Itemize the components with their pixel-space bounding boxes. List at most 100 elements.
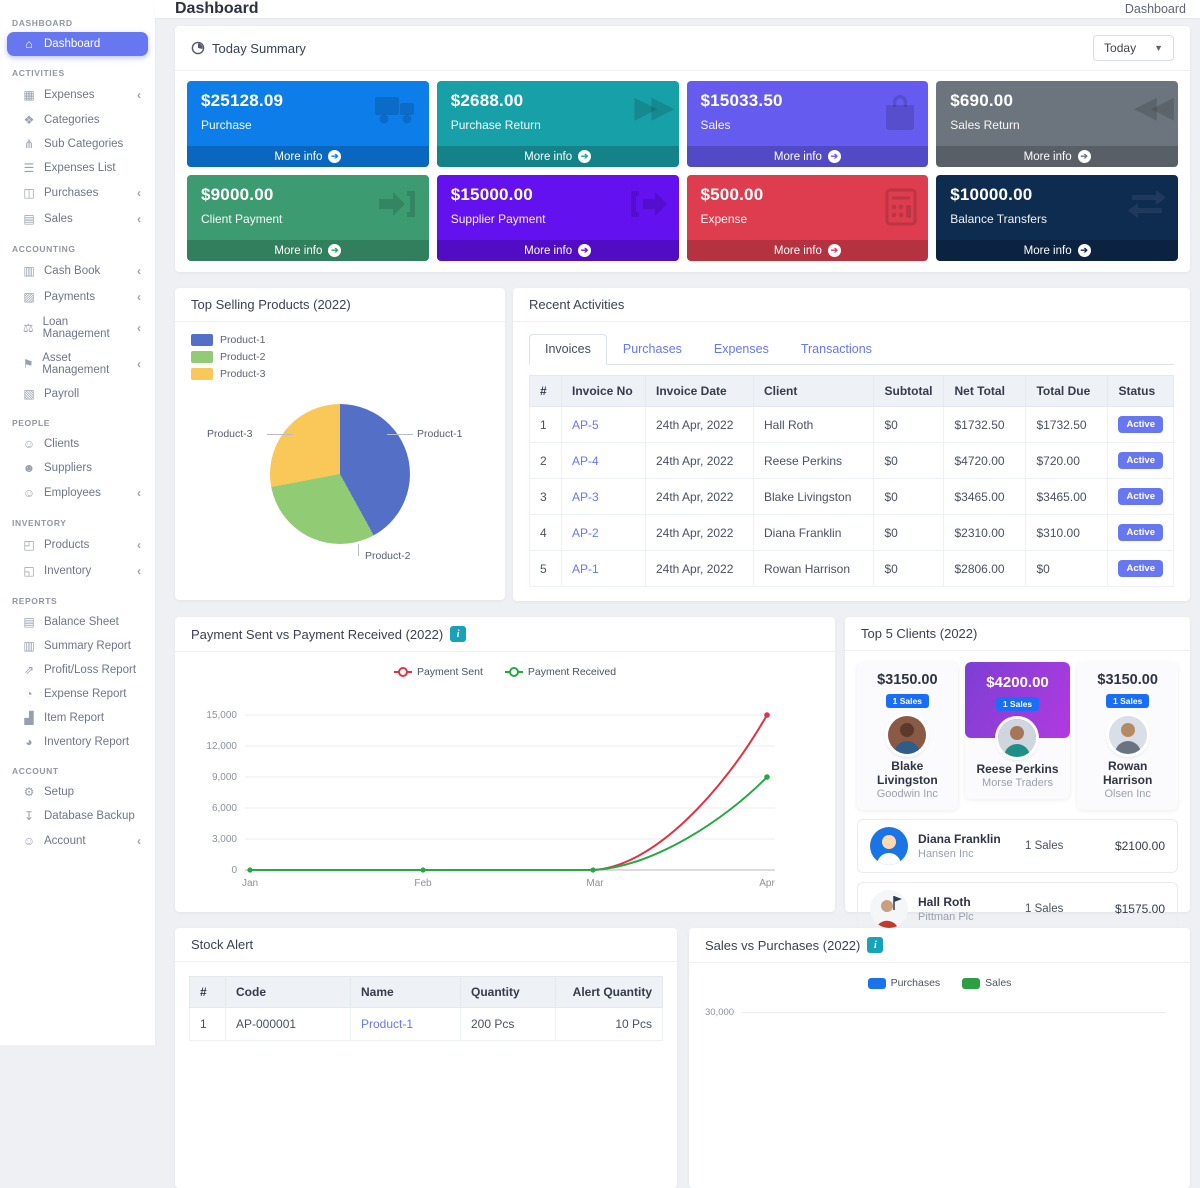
sidebar-section-dashboard: DASHBOARD	[0, 12, 155, 32]
invoice-link[interactable]: AP-1	[572, 562, 599, 576]
sidebar-item-balance-sheet[interactable]: ▤ Balance Sheet	[0, 610, 155, 634]
sign-in-icon	[377, 187, 419, 221]
expenses-icon: ▦	[22, 89, 36, 101]
sidebar-item-item-report[interactable]: ▟ Item Report	[0, 706, 155, 730]
sales-purchases-title: Sales vs Purchases (2022)	[705, 938, 860, 953]
tile-client-payment: $9000.00 Client Payment More info ➔	[187, 175, 429, 261]
info-icon[interactable]: i	[867, 937, 883, 953]
chevron-left-icon: ‹	[137, 538, 141, 552]
sales-icon: ▤	[22, 213, 36, 225]
more-info-link[interactable]: More info ➔	[437, 240, 679, 261]
products-icon: ◰	[22, 539, 36, 551]
status-badge: Active	[1118, 524, 1163, 541]
sidebar: DASHBOARD ⌂ Dashboard ACTIVITIES ▦ Expen…	[0, 0, 155, 1045]
status-badge: Active	[1118, 416, 1163, 433]
tab-invoices[interactable]: Invoices	[529, 334, 607, 365]
sidebar-item-sub-categories[interactable]: ⋔ Sub Categories	[0, 132, 155, 156]
tab-purchases[interactable]: Purchases	[607, 334, 698, 364]
legend-item-payment-sent[interactable]: Payment Sent	[394, 666, 483, 678]
legend-swatch	[191, 334, 213, 346]
invoice-link[interactable]: AP-2	[572, 526, 599, 540]
legend-item-product-2[interactable]: Product-2	[191, 351, 266, 363]
period-select[interactable]: Today ▼	[1093, 35, 1174, 61]
client-card-reese: $4200.00 1 Sales Reese Perkins Morse Tra…	[965, 662, 1071, 799]
table-row: 5 AP-1 24th Apr, 2022 Rowan Harrison $0 …	[530, 551, 1174, 587]
stock-alert-card: Stock Alert # Code Name Quantity Alert Q…	[175, 928, 677, 1188]
more-info-link[interactable]: More info ➔	[687, 240, 929, 261]
sidebar-item-loan-management[interactable]: ⚖ Loan Management ‹	[0, 310, 155, 346]
arrow-circle-right-icon: ➔	[828, 150, 841, 163]
chevron-left-icon: ‹	[137, 486, 141, 500]
col-header: Code	[226, 977, 351, 1008]
sidebar-section-account: ACCOUNT	[0, 760, 155, 780]
sidebar-item-dashboard[interactable]: ⌂ Dashboard	[7, 32, 148, 56]
pie-legend: Product-1 Product-2 Product-3	[191, 334, 266, 380]
sidebar-item-asset-management[interactable]: ⚑ Asset Management ‹	[0, 346, 155, 382]
purchases-icon: ◫	[22, 187, 36, 199]
sidebar-item-expense-report[interactable]: ◔ Expense Report	[0, 682, 155, 706]
line-chart: 15,000 12,000 9,000 6,000 3,000 0 Jan Fe…	[175, 680, 815, 892]
sidebar-item-payments[interactable]: ▨ Payments ‹	[0, 284, 155, 310]
sub-categories-icon: ⋔	[22, 138, 36, 150]
more-info-link[interactable]: More info ➔	[187, 146, 429, 167]
sidebar-item-database-backup[interactable]: ↧ Database Backup	[0, 804, 155, 828]
tab-transactions[interactable]: Transactions	[785, 334, 888, 364]
account-icon: ☺	[22, 835, 36, 847]
legend-item-purchases[interactable]: Purchases	[868, 977, 941, 989]
more-info-link[interactable]: More info ➔	[187, 240, 429, 261]
invoice-link[interactable]: AP-4	[572, 454, 599, 468]
sidebar-item-profit-loss-report[interactable]: ⇗ Profit/Loss Report	[0, 658, 155, 682]
svg-text:3,000: 3,000	[212, 834, 237, 845]
sidebar-item-expenses-list[interactable]: ☰ Expenses List	[0, 156, 155, 180]
sidebar-item-inventory-report[interactable]: ◕ Inventory Report	[0, 730, 155, 754]
sidebar-item-suppliers[interactable]: ☻ Suppliers	[0, 456, 155, 480]
legend-item-product-1[interactable]: Product-1	[191, 334, 266, 346]
sidebar-section-inventory: INVENTORY	[0, 512, 155, 532]
top-selling-card: Top Selling Products (2022) Product-1 Pr…	[175, 288, 505, 600]
pie-chart: Product-1 Product-2 Product-3	[175, 322, 505, 594]
legend-item-sales[interactable]: Sales	[962, 977, 1011, 989]
more-info-link[interactable]: More info ➔	[936, 240, 1178, 261]
invoice-link[interactable]: AP-3	[572, 490, 599, 504]
chevron-left-icon: ‹	[137, 834, 141, 848]
sidebar-item-account[interactable]: ☺ Account ‹	[0, 828, 155, 854]
sales-purchases-card: Sales vs Purchases (2022) i Purchases Sa…	[689, 928, 1190, 1188]
pie-callout-line	[358, 544, 359, 556]
tile-supplier-payment: $15000.00 Supplier Payment More info ➔	[437, 175, 679, 261]
chevron-down-icon: ▼	[1154, 43, 1163, 53]
sales-count-badge: 1 Sales	[1106, 694, 1149, 708]
sign-out-icon	[627, 187, 669, 221]
sidebar-item-sales[interactable]: ▤ Sales ‹	[0, 206, 155, 232]
sidebar-item-expenses[interactable]: ▦ Expenses ‹	[0, 82, 155, 108]
client-row-diana: Diana Franklin Hansen Inc 1 Sales $2100.…	[857, 819, 1178, 873]
more-info-link[interactable]: More info ➔	[936, 146, 1178, 167]
sidebar-item-cash-book[interactable]: ▥ Cash Book ‹	[0, 258, 155, 284]
sidebar-item-categories[interactable]: ❖ Categories	[0, 108, 155, 132]
chevron-left-icon: ‹	[137, 88, 141, 102]
breadcrumb[interactable]: Dashboard	[1125, 2, 1186, 16]
tab-expenses[interactable]: Expenses	[698, 334, 785, 364]
sidebar-item-clients[interactable]: ☺ Clients	[0, 432, 155, 456]
sidebar-item-employees[interactable]: ☺ Employees ‹	[0, 480, 155, 506]
legend-item-payment-received[interactable]: Payment Received	[505, 666, 616, 678]
col-header: Total Due	[1026, 376, 1108, 407]
avatar	[1109, 716, 1147, 754]
sales-count-badge: 1 Sales	[886, 694, 929, 708]
featured-clients: $3150.00 1 Sales Blake Livingston Goodwi…	[857, 662, 1178, 810]
sidebar-item-products[interactable]: ◰ Products ‹	[0, 532, 155, 558]
product-link[interactable]: Product-1	[361, 1017, 413, 1031]
info-icon[interactable]: i	[450, 626, 466, 642]
tile-sales: $15033.50 Sales More info ➔	[687, 81, 929, 167]
sidebar-item-payroll[interactable]: ▧ Payroll	[0, 382, 155, 406]
sidebar-item-summary-report[interactable]: ▥ Summary Report	[0, 634, 155, 658]
pie-graphic	[270, 404, 410, 544]
sidebar-item-setup[interactable]: ⚙ Setup	[0, 780, 155, 804]
sidebar-item-inventory[interactable]: ◱ Inventory ‹	[0, 558, 155, 584]
loan-icon: ⚖	[22, 322, 35, 334]
sidebar-item-purchases[interactable]: ◫ Purchases ‹	[0, 180, 155, 206]
legend-item-product-3[interactable]: Product-3	[191, 368, 266, 380]
invoice-link[interactable]: AP-5	[572, 418, 599, 432]
more-info-link[interactable]: More info ➔	[437, 146, 679, 167]
more-info-link[interactable]: More info ➔	[687, 146, 929, 167]
sales-count: 1 Sales	[1025, 840, 1085, 852]
